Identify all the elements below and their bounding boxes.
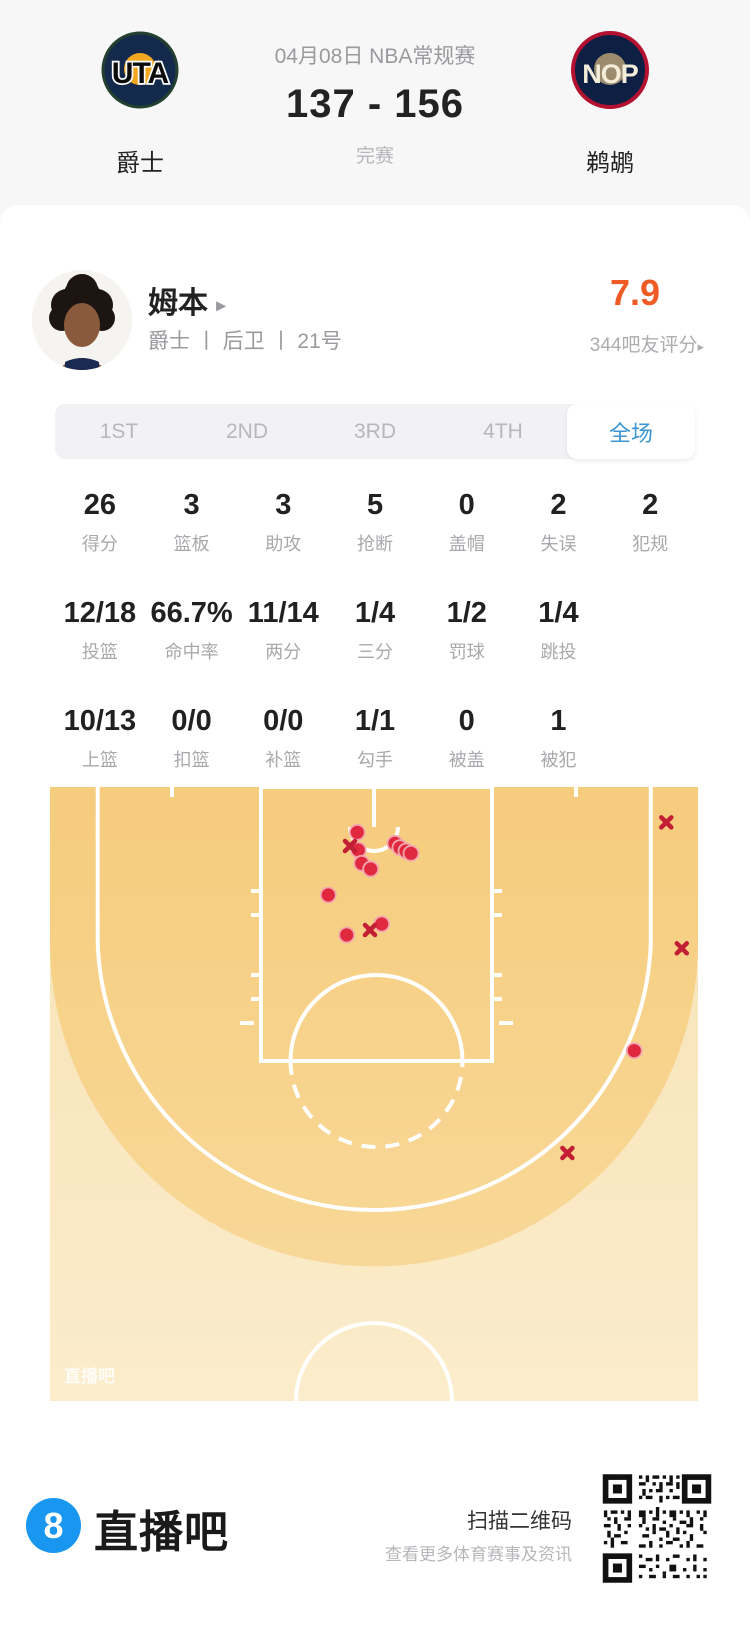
svg-text:NOP: NOP — [582, 59, 639, 89]
svg-text:UTA: UTA — [112, 57, 169, 90]
